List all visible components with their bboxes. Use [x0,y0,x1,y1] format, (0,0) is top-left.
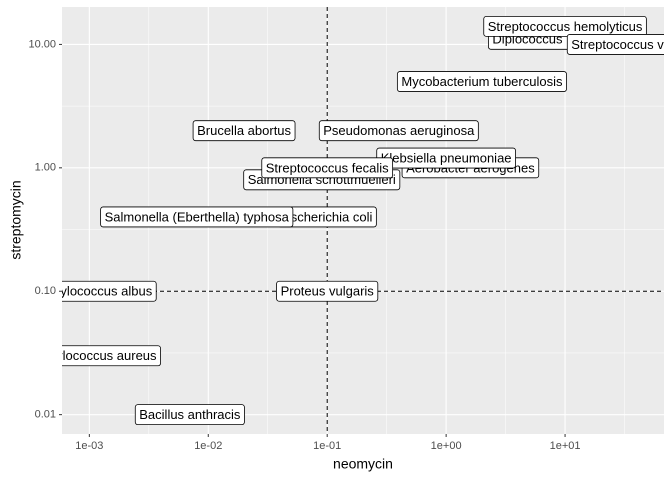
point-label: Brucella abortus [192,120,296,142]
x-axis-title: neomycin [333,456,393,472]
point-label: Proteus vulgaris [276,280,379,302]
label-text: Brucella abortus [197,123,291,138]
y-tick-label: 0.10 [35,285,56,297]
label-text: Bacillus anthracis [139,407,241,422]
label-text: Streptococcus fecalis [266,160,389,175]
x-tick-label: 1e+01 [550,440,581,452]
label-text: Staphylococcus aureus [22,348,157,363]
label-text: Staphylococcus albus [26,284,152,299]
label-box [483,15,647,37]
x-tick-label: 1e-03 [75,440,103,452]
label-box [134,404,245,426]
label-box [100,206,294,228]
y-axis-title: streptomycin [8,180,24,259]
point-label: Bacillus anthracis [134,404,245,426]
x-tick-label: 1e-02 [194,440,222,452]
label-box [276,280,379,302]
label-box [62,280,157,302]
label-text: Proteus vulgaris [281,284,375,299]
label-text: Klebsiella pneumoniae [381,150,512,165]
label-text: Streptococcus hemolyticus [488,19,643,34]
label-text: Salmonella (Eberthella) typhosa [105,209,290,224]
label-text: Pseudomonas aeruginosa [323,123,475,138]
y-tick-label: 10.00 [28,38,56,50]
x-tick-label: 1e+00 [431,440,462,452]
label-text: Escherichia coli [282,209,372,224]
label-text: Mycobacterium tuberculosis [401,74,563,89]
axes: 1e-03 1e-02 1e-01 1e+00 1e+01 0.01 0.10 1.00 10.… [28,38,580,452]
y-tick-label: 0.01 [35,409,56,421]
x-tick-label: 1e-01 [313,440,341,452]
plot-area: Aerobacter aerogenesBrucella abortusBaci… [22,7,672,434]
point-label: Streptococcus fecalis [261,157,394,179]
point-label: Klebsiella pneumoniae [376,147,516,169]
point-label: Pseudomonas aeruginosa [318,120,479,142]
point-label: Salmonella (Eberthella) typhosa [100,206,294,228]
label-text: Streptococcus viridans [571,37,672,52]
label-box [318,120,479,142]
point-label: Escherichia coli [277,206,377,228]
point-label: Staphylococcus aureus [22,345,161,367]
point-label: Staphylococcus albus [26,280,157,302]
label-box [566,34,664,55]
label-box [192,120,296,142]
point-label: Mycobacterium tuberculosis [396,71,567,92]
point-label: Streptococcus hemolyticus [483,15,647,37]
y-tick-label: 1.00 [35,162,56,174]
label-box [396,71,567,92]
point-label: Streptococcus viridans [566,34,672,55]
label-box [261,157,394,179]
label-box [62,345,161,367]
